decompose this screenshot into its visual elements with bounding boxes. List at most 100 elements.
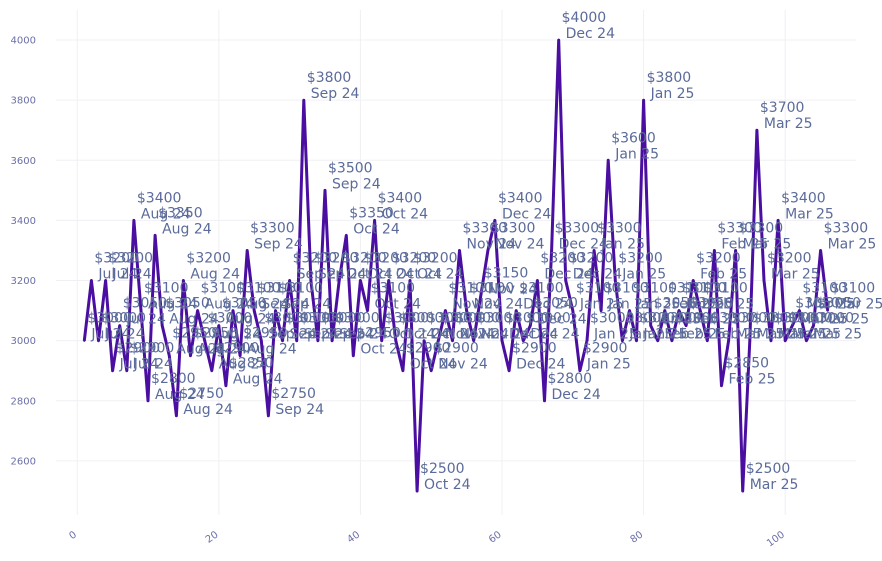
data-point (635, 339, 638, 342)
data-label-date: Aug 24 (190, 267, 240, 283)
data-label-price: $3000 (732, 311, 777, 327)
data-label-price: $3200 (342, 251, 387, 267)
data-label-price: $3000 (710, 311, 755, 327)
data-label-price: $3200 (540, 251, 585, 267)
data-point (437, 339, 440, 342)
data-point (812, 324, 815, 327)
data-label-price: $3400 (137, 190, 182, 206)
data-point (762, 279, 766, 282)
data-label-date: Nov 24 (445, 327, 495, 343)
data-label-price: $3100 (448, 281, 493, 297)
data-label-price: $3000 (675, 311, 720, 327)
data-label-date: Nov 24 (481, 327, 531, 343)
data-label-date: Mar 25 (813, 327, 862, 343)
data-point (791, 324, 794, 327)
data-label-price: $3000 (809, 311, 854, 327)
data-label-price: $3400 (378, 190, 423, 206)
data-label-date: Sep 24 (268, 327, 317, 343)
data-point (614, 279, 617, 282)
x-axis: 0 20 40 60 80 100 (67, 529, 786, 549)
y-tick-label: 3000 (11, 336, 36, 347)
data-point (649, 324, 652, 327)
data-label-date: Dec 24 (573, 267, 622, 283)
data-point (295, 339, 298, 342)
data-label-date: Nov 24 (452, 297, 502, 313)
data-point (104, 279, 107, 282)
x-tick-label: 0 (67, 529, 79, 542)
data-label-price: $3200 (413, 251, 458, 267)
data-point (210, 369, 213, 372)
grid (56, 10, 856, 515)
data-point (168, 354, 171, 357)
y-tick-label: 3200 (11, 276, 36, 287)
data-label-date: Feb 25 (686, 297, 733, 313)
data-point (656, 339, 659, 342)
x-tick-label: 100 (765, 529, 787, 549)
data-label-date: Jan 25 (579, 297, 624, 313)
data-point (755, 129, 759, 132)
data-label-date: Oct 24 (360, 342, 407, 358)
data-point (302, 98, 305, 102)
data-point (621, 339, 624, 342)
data-label-date: Mar 25 (764, 116, 813, 132)
data-label-price: $3000 (526, 311, 571, 327)
data-point (373, 219, 376, 222)
data-label-price: $2900 (116, 341, 161, 357)
data-label-price: $3050 (123, 296, 168, 312)
data-label-date: Mar 25 (757, 327, 806, 343)
data-label-date: Oct 24 (424, 477, 471, 493)
data-point (97, 339, 100, 342)
data-label-price: $3000 (385, 311, 430, 327)
data-label-price: $2800 (151, 371, 196, 387)
data-point (281, 339, 284, 342)
data-label-price: $3300 (824, 220, 869, 236)
data-point (805, 339, 808, 342)
data-label-price: $3200 (569, 251, 614, 267)
data-label-date: Feb 25 (665, 327, 712, 343)
data-point (684, 324, 688, 327)
data-label-price: $3200 (109, 251, 154, 267)
data-label-price: $3000 (661, 311, 706, 327)
data-label-date: Mar 25 (750, 477, 799, 493)
data-label-date: Jan 25 (607, 297, 652, 313)
data-label-date: Dec 24 (537, 312, 586, 328)
data-label-date: Mar 25 (806, 297, 855, 313)
y-tick-label: 3400 (11, 216, 36, 227)
data-point (175, 414, 178, 418)
data-point (691, 279, 695, 282)
data-label-date: Mar 25 (828, 236, 877, 252)
data-point (217, 324, 221, 327)
data-label-date: Jul 24 (119, 357, 159, 373)
data-label-date: Mar 25 (771, 267, 820, 283)
data-label-date: Sep 24 (325, 327, 374, 343)
data-label-price: $2900 (130, 341, 175, 357)
data-point (819, 249, 822, 252)
data-point (784, 339, 787, 342)
data-label-price: $3800 (307, 70, 352, 86)
data-label-date: Dec 24 (544, 267, 593, 283)
data-point (642, 98, 645, 102)
data-label-price: $3000 (286, 311, 331, 327)
data-label-date: Jul 24 (97, 267, 137, 283)
data-label-price: $3000 (101, 311, 146, 327)
data-label-price: $3300 (463, 220, 508, 236)
data-label-price: $3000 (208, 311, 253, 327)
data-label-price: $3100 (632, 281, 677, 297)
data-point (628, 309, 631, 312)
data-label-price: $3100 (278, 281, 323, 297)
data-label-price: $3300 (597, 220, 642, 236)
data-point (699, 309, 702, 312)
data-point (231, 309, 235, 312)
data-label-date: Sep 24 (339, 327, 388, 343)
data-point (345, 234, 348, 237)
data-label-price: $3400 (498, 190, 543, 206)
data-label-price: $3000 (335, 311, 380, 327)
data-label-date: Mar 25 (736, 327, 785, 343)
data-label-price: $4000 (562, 10, 607, 26)
data-point (316, 339, 320, 342)
data-label-price: $3000 (399, 311, 444, 327)
data-point (330, 339, 334, 342)
data-label-date: Oct 24 (375, 297, 422, 313)
data-point (670, 339, 674, 342)
